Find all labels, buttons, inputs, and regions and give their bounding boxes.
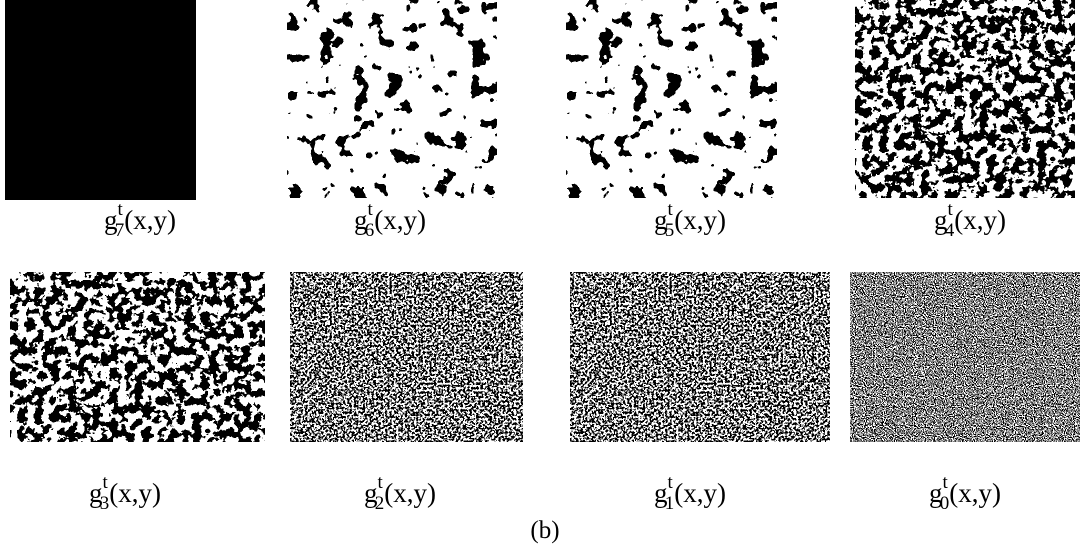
image-texture [290,272,523,442]
bit-plane-image [566,0,777,198]
label-sup: t [367,199,372,220]
image-texture [287,0,497,198]
panel-label: gt6(x,y) [354,207,426,234]
panel-label: gt3(x,y) [89,480,161,507]
label-args: (x,y) [954,205,1006,235]
bit-plane-image [5,0,196,200]
image-texture [855,0,1075,198]
panel-label: gt1(x,y) [654,480,726,507]
image-texture [566,0,777,198]
figure: (b) gt7(x,y) gt6(x,y) gt5(x,y) gt4(x,y) gt3(… [0,0,1090,548]
panel-label: gt4(x,y) [934,207,1006,234]
image-texture [570,272,830,442]
bit-plane-image [10,272,265,442]
bit-plane-image [850,272,1080,442]
label-args: (x,y) [374,205,426,235]
label-args: (x,y) [674,205,726,235]
image-texture [5,0,196,200]
bit-plane-image [570,272,830,442]
panel-label: gt2(x,y) [364,480,436,507]
label-sup: t [947,199,952,220]
image-texture [10,272,265,442]
caption: (b) [530,517,559,545]
label-sup: t [377,472,382,493]
label-sub: 5 [665,220,675,241]
label-sub: 3 [100,493,110,514]
label-sub: 4 [945,220,955,241]
bit-plane-image [287,0,497,198]
label-sub: 2 [375,493,385,514]
label-args: (x,y) [384,478,436,508]
bit-plane-image [290,272,523,442]
image-texture [850,272,1080,442]
label-args: (x,y) [124,205,176,235]
label-sup: t [942,472,947,493]
label-sup: t [117,199,122,220]
panel-label: gt5(x,y) [654,207,726,234]
label-sup: t [667,472,672,493]
label-sub: 0 [940,493,950,514]
label-sub: 7 [115,220,125,241]
panel-label: gt0(x,y) [929,480,1001,507]
label-sub: 6 [365,220,375,241]
label-args: (x,y) [949,478,1001,508]
label-sup: t [102,472,107,493]
label-args: (x,y) [109,478,161,508]
label-args: (x,y) [674,478,726,508]
panel-label: gt7(x,y) [104,207,176,234]
bit-plane-image [855,0,1075,198]
label-sup: t [667,199,672,220]
label-sub: 1 [665,493,675,514]
